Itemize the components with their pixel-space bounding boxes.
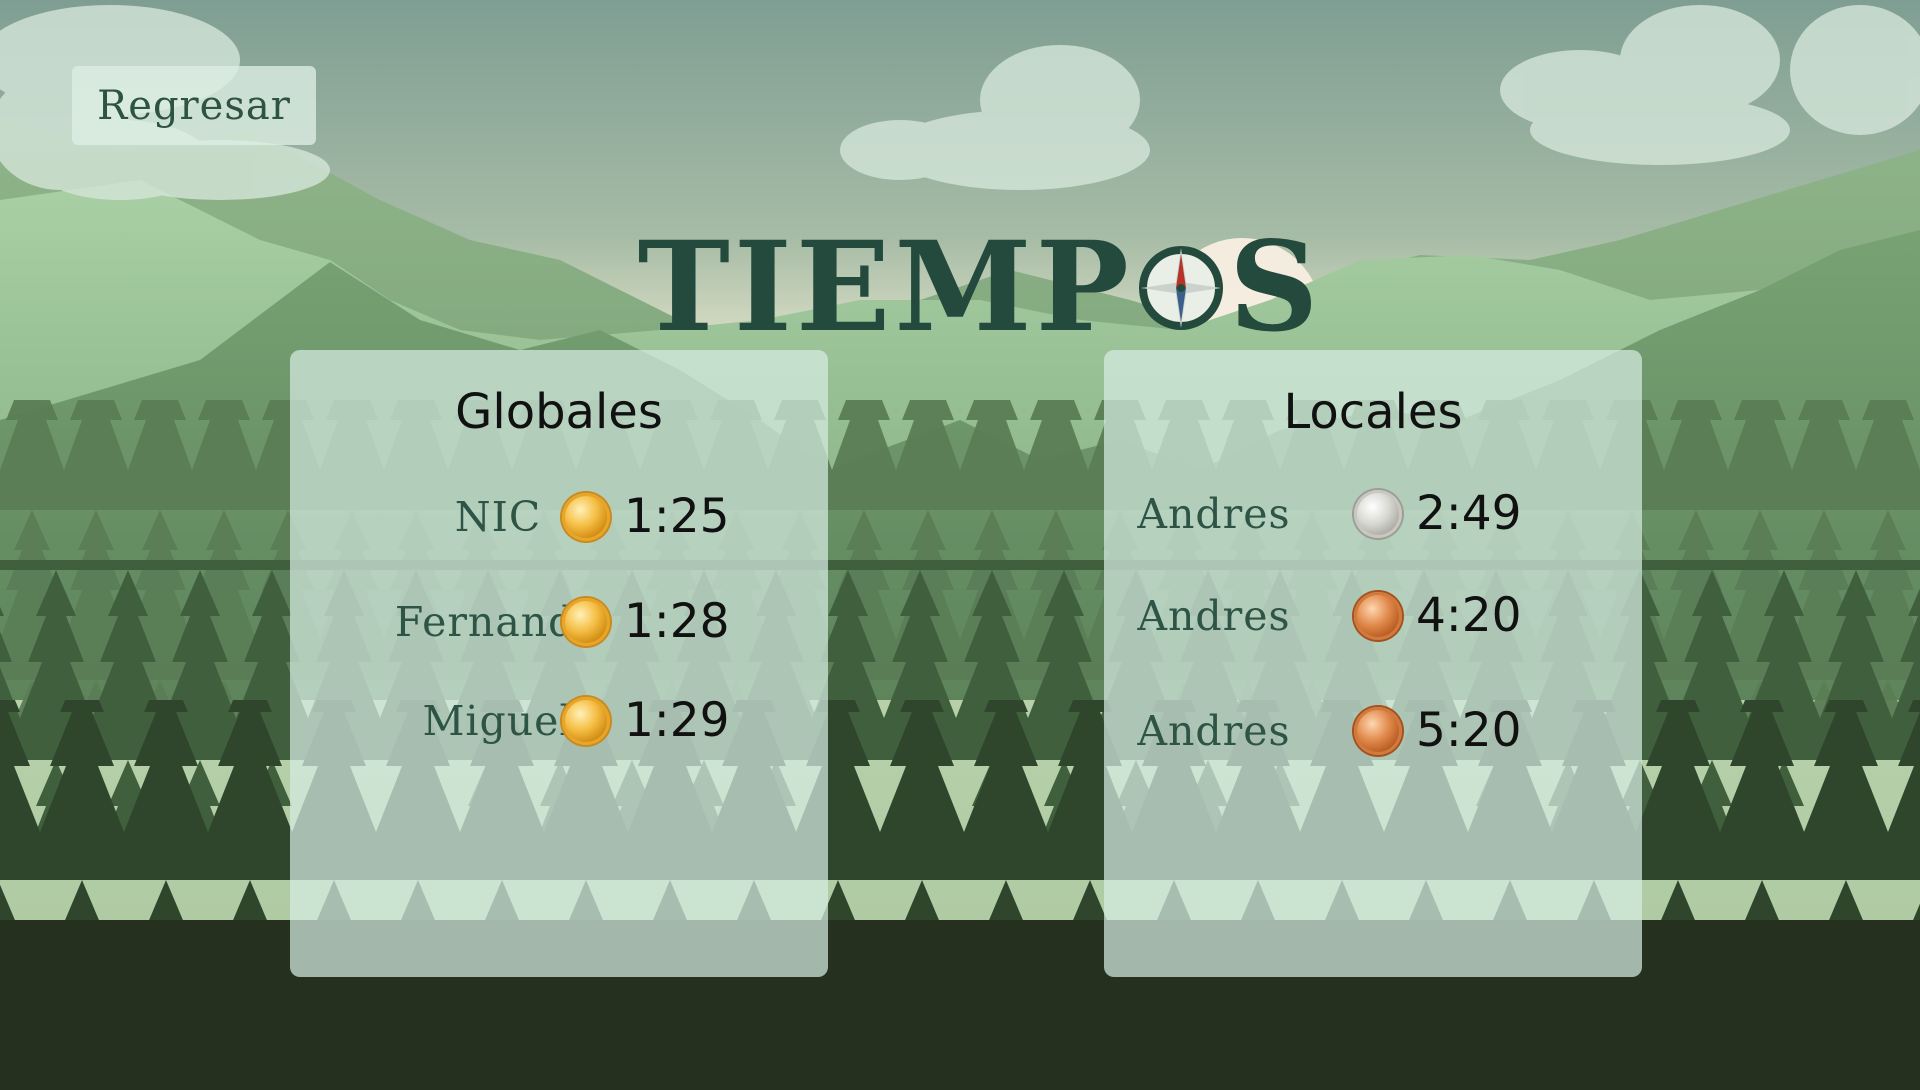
leaderboard-row: Fernando 1:28	[290, 592, 828, 652]
panel-title-globales: Globales	[455, 384, 663, 440]
time-value: 1:29	[624, 693, 730, 748]
leaderboard-row: Andres 2:49	[1104, 484, 1642, 544]
player-name: Andres	[1137, 707, 1291, 755]
title-text-start: TIEMP	[637, 215, 1133, 361]
player-name: Miguel	[422, 697, 574, 745]
leaderboard-row: Andres 5:20	[1104, 701, 1642, 761]
panel-title-locales: Locales	[1283, 384, 1463, 440]
global-times-panel: Globales NIC 1:25 Fernando 1:28 Miguel 1…	[290, 350, 828, 977]
local-times-panel: Locales Andres 2:49 Andres 4:20 Andres 5…	[1104, 350, 1642, 977]
player-name: Andres	[1137, 490, 1291, 538]
time-value: 1:25	[624, 489, 730, 544]
leaderboard-row: Andres 4:20	[1104, 586, 1642, 646]
time-value: 1:28	[624, 594, 730, 649]
page-title: TIEMP S	[638, 223, 1319, 353]
leaderboard-row: NIC 1:25	[290, 487, 828, 547]
silver-medal-icon	[1354, 490, 1402, 538]
player-name: NIC	[454, 493, 542, 541]
gold-medal-icon	[562, 697, 610, 745]
time-value: 2:49	[1416, 486, 1522, 541]
player-name: Andres	[1137, 592, 1291, 640]
gold-medal-icon	[562, 493, 610, 541]
time-value: 4:20	[1416, 588, 1522, 643]
leaderboard-row: Miguel 1:29	[290, 691, 828, 751]
compass-icon	[1135, 240, 1227, 336]
title-text-end: S	[1228, 215, 1323, 361]
back-button[interactable]: Regresar	[72, 66, 316, 145]
gold-medal-icon	[562, 598, 610, 646]
bronze-medal-icon	[1354, 592, 1402, 640]
bronze-medal-icon	[1354, 707, 1402, 755]
time-value: 5:20	[1416, 703, 1522, 758]
